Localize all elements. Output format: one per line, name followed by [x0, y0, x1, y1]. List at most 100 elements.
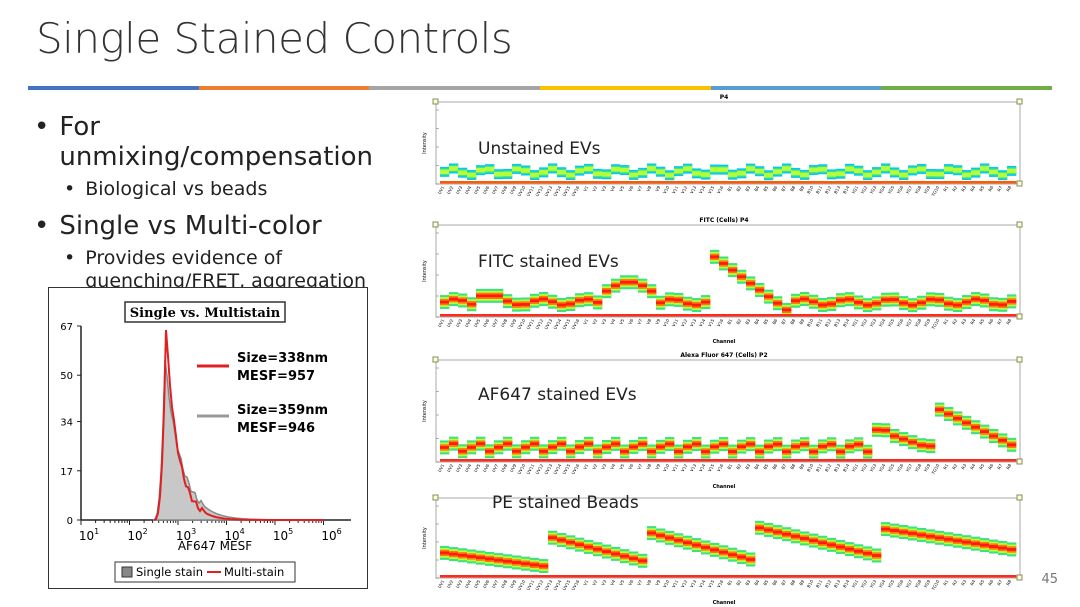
channel-tick-label: V4 [609, 579, 616, 587]
channel-column [908, 165, 918, 184]
histogram-figure: Single vs. Multistain 0 17 34 50 67 101 102 10… [48, 287, 368, 589]
channel-tick-label: V2 [591, 318, 598, 326]
channel-tick-label: R6 [987, 463, 994, 471]
channel-tick-label: V15 [707, 463, 716, 473]
channel-tick-label: UV12 [534, 185, 544, 198]
channel-tick-label: YG7 [904, 318, 913, 329]
channel-tick-label: V3 [600, 318, 607, 326]
channel-column [620, 275, 630, 317]
channel-column [674, 444, 684, 462]
channel-column [539, 444, 549, 462]
channel-tick-label: B13 [833, 185, 842, 195]
channel-tick-label: R4 [969, 185, 976, 193]
channel-tick-label: R1 [942, 185, 949, 193]
channel-column [953, 533, 963, 578]
channel-tick-label: R2 [951, 579, 958, 587]
channel-column [638, 436, 648, 462]
channel-column [440, 440, 450, 462]
channel-column [710, 542, 720, 578]
channel-tick-label: V9 [654, 463, 661, 471]
x-tick-label: 102 [127, 527, 147, 543]
channel-tick-label: R3 [960, 185, 967, 193]
channel-column [710, 439, 720, 462]
channel-tick-label: YG10 [930, 185, 941, 198]
channel-tick-label: V10 [662, 318, 671, 328]
channel-column [854, 165, 864, 184]
single-stain-histogram [152, 359, 324, 521]
channel-tick-label: R3 [960, 318, 967, 326]
channel-tick-label: B13 [833, 463, 842, 473]
channel-tick-label: B6 [771, 579, 778, 587]
channel-tick-label: UV6 [482, 579, 491, 589]
channel-tick-label: B3 [744, 318, 751, 326]
channel-column [467, 169, 477, 184]
channel-tick-label: V8 [645, 579, 652, 587]
underline-segment [198, 86, 370, 90]
channel-tick-label: B5 [762, 185, 769, 193]
slide-title: Single Stained Controls [36, 14, 513, 63]
channel-tick-label: UV4 [464, 579, 473, 589]
channel-column [863, 298, 873, 317]
channel-tick-label: V8 [645, 318, 652, 326]
channel-column [917, 163, 927, 184]
channel-tick-label: YG4 [877, 579, 886, 590]
channel-tick-label: UV7 [491, 318, 500, 328]
channel-tick-label: V3 [600, 463, 607, 471]
channel-column [557, 167, 567, 184]
channel-column [926, 439, 936, 462]
channel-column [548, 440, 558, 462]
channel-tick-label: R7 [996, 463, 1003, 471]
channel-column [827, 296, 837, 317]
channel-tick-label: UV12 [534, 463, 544, 476]
channel-column [773, 166, 783, 184]
plot-ylabel: Intensity [422, 260, 428, 282]
channel-column [935, 169, 945, 184]
channel-tick-label: B14 [842, 579, 851, 589]
channel-column [737, 168, 747, 184]
channel-tick-label: YG9 [922, 463, 931, 474]
channel-column [629, 169, 639, 184]
channel-tick-label: R3 [960, 579, 967, 587]
sub-bullet-item: • Provides evidence of quenching/FRET, ag… [64, 247, 404, 293]
plot-xlabel: Channel [713, 484, 736, 490]
channel-tick-label: B11 [815, 318, 824, 328]
channel-column [971, 420, 981, 462]
channel-column [692, 168, 702, 184]
channel-column [890, 429, 900, 462]
channel-tick-label: UV15 [561, 463, 571, 476]
channel-tick-label: YG5 [886, 579, 895, 590]
channel-column [521, 297, 531, 317]
channel-column [854, 437, 864, 462]
channel-column [620, 444, 630, 462]
channel-column [827, 169, 837, 184]
channel-tick-label: V2 [591, 463, 598, 471]
histogram-xlabel: AF647 MESF [178, 539, 252, 553]
y-tick-label: 17 [60, 467, 73, 478]
channel-tick-label: UV2 [446, 579, 455, 589]
channel-column [593, 444, 603, 462]
histogram-title: Single vs. Multistain [130, 306, 281, 321]
channel-column [593, 542, 603, 578]
channel-column [881, 522, 891, 578]
underline-segment [881, 86, 1052, 90]
channel-tick-label: UV5 [473, 463, 482, 473]
channel-tick-label: V7 [636, 579, 643, 587]
channel-column [638, 167, 648, 184]
channel-column [656, 439, 666, 462]
channel-column [944, 164, 954, 184]
channel-column [998, 540, 1008, 578]
channel-column [836, 539, 846, 578]
channel-tick-label: R5 [978, 318, 985, 326]
channel-column [854, 544, 864, 578]
channel-column [566, 535, 576, 578]
channel-column [818, 297, 828, 317]
channel-tick-label: UV11 [525, 579, 535, 592]
channel-column [872, 548, 882, 578]
channel-column [557, 533, 567, 578]
channel-tick-label: UV11 [525, 185, 535, 198]
sub-bullet-item: • Biological vs beads [64, 178, 268, 200]
channel-column [953, 298, 963, 317]
channel-tick-label: UV15 [561, 318, 571, 331]
channel-tick-label: B1 [726, 579, 733, 587]
channel-tick-label: R4 [969, 579, 976, 587]
